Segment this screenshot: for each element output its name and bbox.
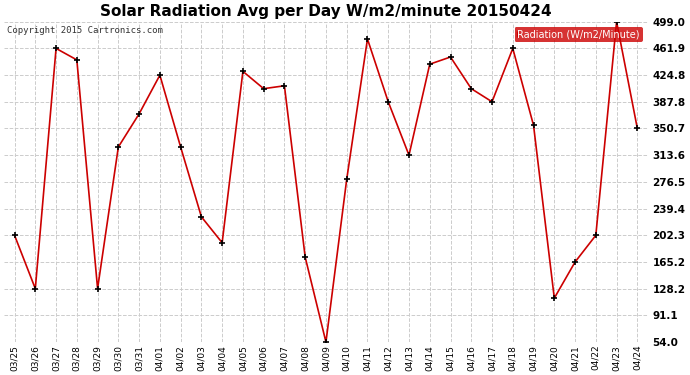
Legend: Radiation (W/m2/Minute): Radiation (W/m2/Minute)	[515, 27, 643, 42]
Title: Solar Radiation Avg per Day W/m2/minute 20150424: Solar Radiation Avg per Day W/m2/minute …	[100, 4, 552, 19]
Text: Copyright 2015 Cartronics.com: Copyright 2015 Cartronics.com	[7, 26, 163, 35]
